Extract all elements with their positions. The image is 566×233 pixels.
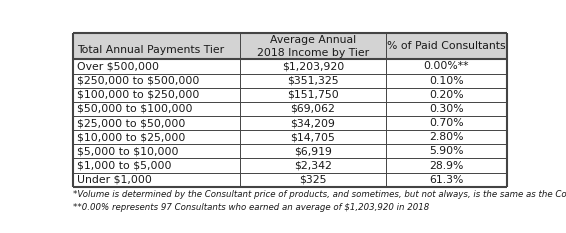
Text: 28.9%: 28.9% [429, 161, 464, 171]
Text: *Volume is determined by the Consultant price of products, and sometimes, but no: *Volume is determined by the Consultant … [73, 190, 566, 199]
Text: 2.80%: 2.80% [429, 132, 464, 142]
Text: Total Annual Payments Tier: Total Annual Payments Tier [78, 45, 225, 55]
Text: $6,919: $6,919 [294, 146, 332, 156]
Text: $2,342: $2,342 [294, 161, 332, 171]
Text: $14,705: $14,705 [290, 132, 335, 142]
Text: $25,000 to $50,000: $25,000 to $50,000 [78, 118, 186, 128]
Text: 61.3%: 61.3% [429, 175, 464, 185]
Text: % of Paid Consultants: % of Paid Consultants [387, 41, 506, 51]
Text: 0.20%: 0.20% [429, 90, 464, 100]
Text: $34,209: $34,209 [290, 118, 335, 128]
Text: $5,000 to $10,000: $5,000 to $10,000 [78, 146, 179, 156]
Text: 0.00%**: 0.00%** [424, 62, 469, 72]
Text: $10,000 to $25,000: $10,000 to $25,000 [78, 132, 186, 142]
Text: $1,203,920: $1,203,920 [282, 62, 344, 72]
Text: 0.30%: 0.30% [429, 104, 464, 114]
Text: $151,750: $151,750 [287, 90, 338, 100]
Text: $250,000 to $500,000: $250,000 to $500,000 [78, 75, 200, 86]
Text: Average Annual
2018 Income by Tier: Average Annual 2018 Income by Tier [257, 35, 369, 58]
Text: Under $1,000: Under $1,000 [78, 175, 152, 185]
Text: $50,000 to $100,000: $50,000 to $100,000 [78, 104, 193, 114]
Bar [73, 33, 507, 59]
Text: 0.10%: 0.10% [429, 75, 464, 86]
Text: $69,062: $69,062 [290, 104, 335, 114]
Text: 5.90%: 5.90% [429, 146, 464, 156]
Text: $325: $325 [299, 175, 327, 185]
Text: $351,325: $351,325 [287, 75, 338, 86]
Text: $100,000 to $250,000: $100,000 to $250,000 [78, 90, 200, 100]
Text: Over $500,000: Over $500,000 [78, 62, 160, 72]
Text: 0.70%: 0.70% [429, 118, 464, 128]
Text: $1,000 to $5,000: $1,000 to $5,000 [78, 161, 172, 171]
Text: **0.00% represents 97 Consultants who earned an average of $1,203,920 in 2018: **0.00% represents 97 Consultants who ea… [73, 203, 429, 212]
